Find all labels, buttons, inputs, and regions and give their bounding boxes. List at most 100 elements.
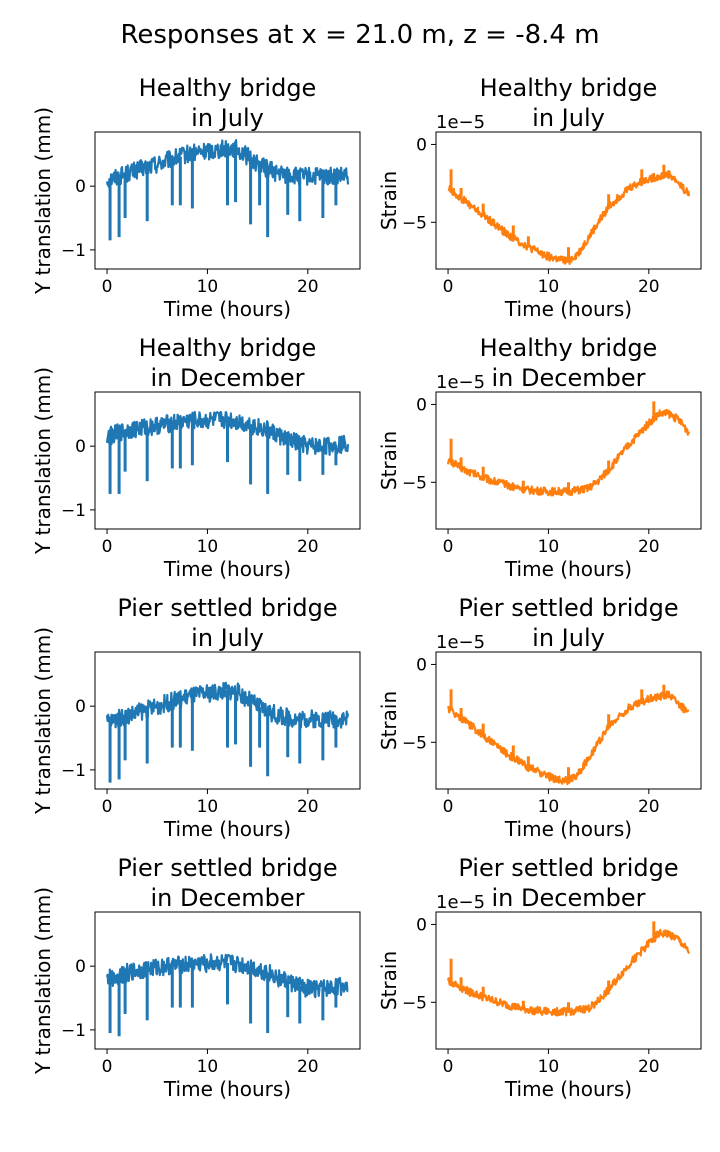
- series-line: [446, 408, 691, 497]
- y-tick-label: 0: [416, 915, 427, 935]
- x-axis-label: Time (hours): [163, 1077, 291, 1101]
- subplot-title-line: Healthy bridge: [480, 334, 658, 362]
- x-tick-label: 20: [638, 797, 660, 817]
- plot-area: [105, 139, 350, 241]
- x-axis-label: Time (hours): [504, 557, 632, 581]
- axes-frame: [435, 651, 702, 790]
- y-tick-label: −1: [61, 1021, 86, 1041]
- x-tick-label: 0: [102, 1057, 113, 1077]
- subplot-title-line: in December: [151, 884, 305, 912]
- x-tick-label: 20: [297, 1057, 319, 1077]
- plot-area: [105, 410, 350, 494]
- subplot-title-line: Healthy bridge: [139, 334, 317, 362]
- x-tick-label: 0: [102, 537, 113, 557]
- subplot-title-line: in December: [492, 884, 646, 912]
- x-tick-label: 20: [638, 537, 660, 557]
- x-tick-label: 20: [638, 277, 660, 297]
- offset-text: 1e−5: [436, 892, 485, 913]
- subplot-title-line: in July: [532, 624, 605, 652]
- axes-frame: [94, 911, 361, 1050]
- plot-area: [446, 921, 691, 1017]
- offset-text: 1e−5: [436, 632, 485, 653]
- x-tick-label: 10: [538, 1057, 560, 1077]
- x-tick-label: 0: [102, 797, 113, 817]
- x-axis-label: Time (hours): [504, 1077, 632, 1101]
- subplot-title-line: in July: [532, 104, 605, 132]
- axes-frame: [94, 651, 361, 790]
- x-tick-label: 20: [297, 277, 319, 297]
- subplot-title-line: Pier settled bridge: [117, 854, 337, 882]
- subplot-title-line: Pier settled bridge: [117, 594, 337, 622]
- axes-frame: [435, 911, 702, 1050]
- y-axis-label: Strain: [377, 431, 401, 490]
- y-axis-label: Y translation (mm): [31, 367, 55, 555]
- subplot-title-line: in July: [191, 624, 264, 652]
- y-axis-label: Y translation (mm): [31, 887, 55, 1075]
- plot-area: [447, 684, 690, 786]
- series-line: [447, 690, 690, 786]
- axes-frame: [94, 131, 361, 270]
- y-axis-label: Y translation (mm): [31, 107, 55, 295]
- x-tick-label: 10: [538, 797, 560, 817]
- y-tick-label: −5: [402, 473, 427, 493]
- axes-frame: [435, 131, 702, 270]
- y-axis-label: Strain: [377, 951, 401, 1010]
- plot-area: [105, 681, 350, 783]
- subplot-title-line: Pier settled bridge: [458, 854, 678, 882]
- x-axis-label: Time (hours): [504, 297, 632, 321]
- x-tick-label: 10: [197, 1057, 219, 1077]
- offset-text: 1e−5: [436, 372, 485, 393]
- y-axis-label: Y translation (mm): [31, 627, 55, 815]
- subplot-title-line: in July: [191, 104, 264, 132]
- y-tick-label: −5: [402, 733, 427, 753]
- y-tick-label: −5: [402, 213, 427, 233]
- y-tick-label: 0: [75, 177, 86, 197]
- x-tick-label: 20: [638, 1057, 660, 1077]
- y-axis-label: Strain: [377, 171, 401, 230]
- x-tick-label: 10: [197, 797, 219, 817]
- offset-text: 1e−5: [436, 112, 485, 133]
- x-axis-label: Time (hours): [163, 557, 291, 581]
- x-tick-label: 0: [443, 537, 454, 557]
- y-axis-label: Strain: [377, 691, 401, 750]
- plot-area: [447, 164, 691, 265]
- x-tick-label: 0: [443, 277, 454, 297]
- plot-area: [446, 401, 691, 497]
- x-tick-label: 0: [102, 277, 113, 297]
- subplot-title-line: in December: [492, 364, 646, 392]
- figure-suptitle: Responses at x = 21.0 m, z = -8.4 m: [120, 20, 599, 50]
- x-tick-label: 10: [197, 537, 219, 557]
- y-tick-label: 0: [416, 395, 427, 415]
- x-tick-label: 0: [443, 1057, 454, 1077]
- plot-area: [105, 953, 349, 1037]
- y-tick-label: 0: [416, 655, 427, 675]
- x-tick-label: 10: [197, 277, 219, 297]
- x-axis-label: Time (hours): [163, 297, 291, 321]
- x-tick-label: 0: [443, 797, 454, 817]
- subplot-title-line: Healthy bridge: [139, 74, 317, 102]
- axes-frame: [435, 391, 702, 530]
- axes-frame: [94, 391, 361, 530]
- y-tick-label: 0: [75, 437, 86, 457]
- x-tick-label: 10: [538, 537, 560, 557]
- y-tick-label: −1: [61, 501, 86, 521]
- x-axis-label: Time (hours): [504, 817, 632, 841]
- y-tick-label: −1: [61, 241, 86, 261]
- x-axis-label: Time (hours): [163, 817, 291, 841]
- y-tick-label: 0: [75, 697, 86, 717]
- y-tick-label: 0: [75, 957, 86, 977]
- y-tick-label: −5: [402, 993, 427, 1013]
- subplot-title-line: in December: [151, 364, 305, 392]
- y-tick-label: 0: [416, 135, 427, 155]
